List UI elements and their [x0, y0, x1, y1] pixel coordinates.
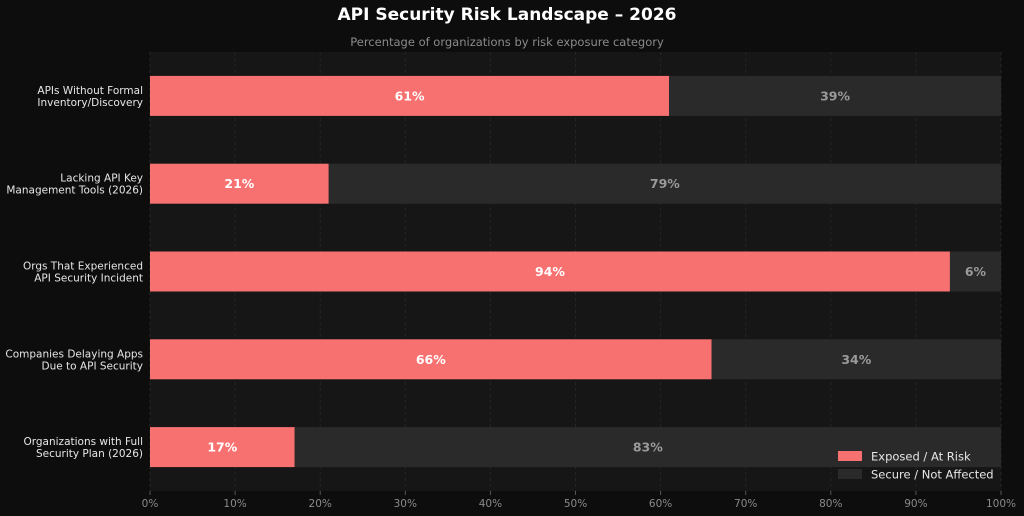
x-tick-label: 50% [564, 498, 587, 510]
bar-secure [669, 75, 1001, 116]
category-label: Lacking API Key Management Tools (2026) [6, 173, 143, 197]
data-labels: 61% 39% 21% 79% 94% 6% 66% 34% 17% 83% [207, 88, 986, 454]
legend-swatch [838, 451, 862, 461]
bar-exposed [150, 427, 295, 468]
chart-subtitle: Percentage of organizations by risk expo… [350, 35, 664, 49]
data-label-secure: 34% [841, 352, 871, 367]
legend: Exposed / At Risk Secure / Not Affected [838, 450, 994, 482]
x-tick-label: 10% [223, 498, 246, 510]
bar-secure [949, 251, 1001, 292]
legend-label: Secure / Not Affected [871, 468, 994, 482]
data-label-exposed: 66% [416, 352, 446, 367]
category-label: Organizations with Full Security Plan (20… [23, 436, 143, 460]
chart-title: API Security Risk Landscape – 2026 [337, 5, 676, 25]
x-tick-label: 20% [309, 498, 332, 510]
bar-secure [294, 427, 1001, 468]
data-label-exposed: 21% [224, 176, 254, 191]
data-label-exposed: 61% [395, 88, 425, 103]
data-label-exposed: 17% [207, 440, 237, 455]
data-label-secure: 39% [820, 88, 850, 103]
x-tick-label: 80% [819, 498, 842, 510]
x-axis-ticks: 0% 10% 20% 30% 40% 50% 60% 70% 80% 90% 100% [142, 491, 1016, 510]
x-tick-label: 30% [394, 498, 417, 510]
category-labels: APIs Without Formal Inventory/Discovery La… [5, 85, 143, 460]
category-label: Companies Delaying Apps Due to API Securi… [5, 348, 143, 372]
data-label-secure: 79% [650, 176, 680, 191]
x-tick-label: 60% [649, 498, 672, 510]
category-label: Orgs That Experienced API Security Incide… [23, 261, 143, 285]
grid-lines [149, 52, 1002, 491]
data-label-exposed: 94% [535, 264, 565, 279]
bar-exposed [150, 75, 670, 116]
bar-exposed [150, 339, 712, 380]
legend-label: Exposed / At Risk [871, 450, 971, 464]
bars [150, 75, 1002, 468]
bar-exposed [150, 251, 950, 292]
data-label-secure: 83% [633, 440, 663, 455]
bar-secure [328, 163, 1002, 204]
category-label: APIs Without Formal Inventory/Discovery [37, 85, 143, 109]
bar-secure [711, 339, 1001, 380]
x-tick-label: 100% [986, 498, 1016, 510]
legend-swatch [838, 469, 862, 479]
x-tick-label: 40% [479, 498, 502, 510]
x-tick-label: 70% [734, 498, 757, 510]
x-tick-label: 0% [142, 498, 159, 510]
bar-exposed [150, 163, 329, 204]
x-tick-label: 90% [904, 498, 927, 510]
data-label-secure: 6% [965, 264, 987, 279]
